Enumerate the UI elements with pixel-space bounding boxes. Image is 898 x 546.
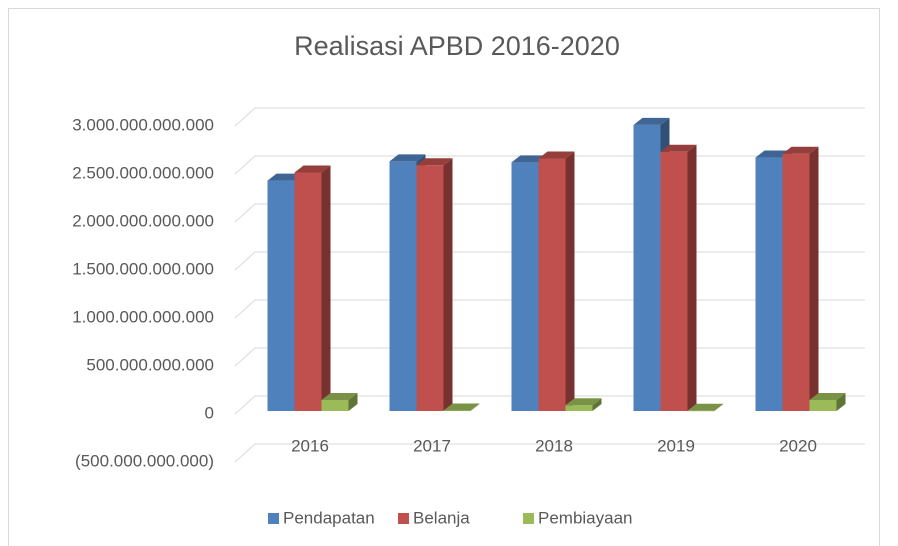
bar-front (416, 165, 444, 411)
bar-top (389, 154, 426, 162)
bar-top (809, 392, 846, 400)
x-tick-label: 2019 (657, 436, 695, 455)
bar-side (565, 151, 575, 411)
bar-top (416, 158, 453, 166)
x-tick-label: 2016 (291, 436, 329, 455)
bar-front (565, 405, 593, 411)
bar-top (782, 146, 819, 154)
bar-front (538, 158, 566, 411)
bar-front (511, 162, 539, 411)
y-tick-label: 3.000.000.000.000 (72, 115, 214, 134)
y-tick-label: 1.500.000.000.000 (72, 259, 214, 278)
bar-top (687, 403, 724, 411)
bar-front (809, 399, 837, 411)
bar-front (660, 151, 688, 412)
bar-front (782, 153, 810, 411)
bar-top (538, 151, 575, 159)
x-tick-label: 2017 (413, 436, 451, 455)
bar-side (443, 158, 453, 411)
legend-label: Pendapatan (283, 508, 375, 527)
bar-front (321, 399, 349, 411)
y-tick-label: 2.000.000.000.000 (72, 211, 214, 230)
bar-front (267, 180, 295, 411)
bar-top (565, 398, 602, 406)
bar-top (294, 165, 331, 173)
grid-line (234, 443, 865, 463)
bar-side (348, 392, 358, 411)
legend-swatch (268, 513, 279, 524)
bar-top (633, 117, 670, 125)
bar-side (836, 392, 846, 411)
bar-top (660, 144, 697, 152)
bar-top (443, 403, 480, 411)
bar-side (470, 403, 480, 411)
bar-side (809, 146, 819, 411)
chart-title: Realisasi APBD 2016-2020 (294, 31, 620, 61)
y-tick-label: 1.000.000.000.000 (72, 307, 214, 326)
bar-front (687, 410, 715, 412)
bar-side (592, 398, 602, 411)
legend-label: Pembiayaan (538, 508, 633, 527)
y-tick-label: 500.000.000.000 (86, 355, 214, 374)
bar-side (714, 403, 724, 411)
x-tick-label: 2018 (535, 436, 573, 455)
bar-top (321, 392, 358, 400)
y-tick-label: 0 (205, 403, 214, 422)
bar-side (687, 144, 697, 412)
bar-front (294, 172, 322, 411)
legend-swatch (523, 513, 534, 524)
bar-front (755, 157, 783, 411)
y-tick-label: 2.500.000.000.000 (72, 163, 214, 182)
y-tick-label: (500.000.000.000) (75, 451, 214, 470)
legend-swatch (398, 513, 409, 524)
bar-front (389, 161, 417, 411)
x-tick-label: 2020 (779, 436, 817, 455)
bar-front (633, 124, 661, 412)
bar-side (321, 165, 331, 411)
legend-label: Belanja (413, 508, 470, 527)
bar-front (443, 410, 471, 412)
grid-line (234, 107, 865, 127)
